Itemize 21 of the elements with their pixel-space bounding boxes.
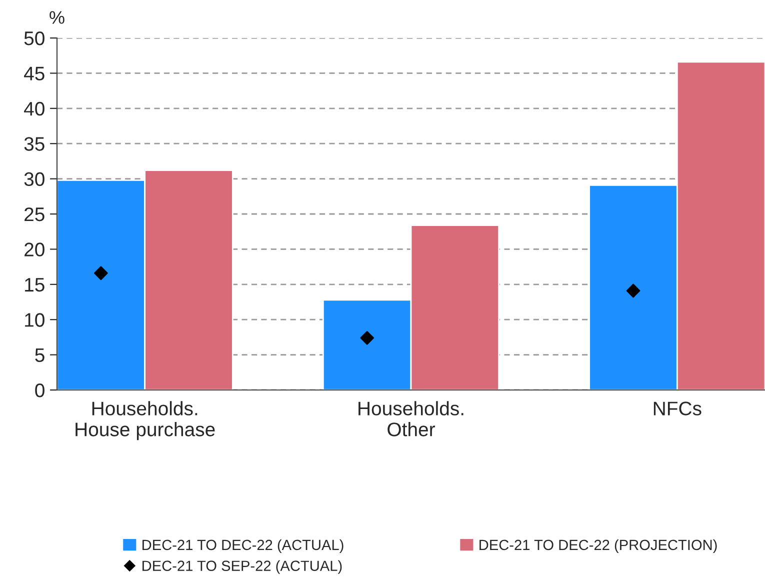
x-tick-label: Households. House purchase [76,401,215,440]
y-tick-label: 0 [35,383,44,398]
y-tick-label: 30 [24,172,44,186]
y-tick-label: 45 [24,66,44,80]
y-tick-label: 5 [35,348,44,362]
legend-label: DEC-21 TO DEC-22 (ACTUAL) [142,539,344,553]
y-tick-label: 35 [24,137,44,151]
legend-label: DEC-21 TO DEC-22 (PROJECTION) [480,539,717,553]
y-tick-label: 15 [25,278,44,292]
point [360,331,374,345]
y-axis-title: % [50,11,64,24]
y-tick-label: 40 [24,102,44,116]
x-tick-label: Households. Other [358,401,464,436]
y-tick-label: 10 [25,313,44,327]
y-tick-label: 20 [24,242,44,256]
x-tick-label: NFCs [654,402,702,416]
y-tick-label: 25 [24,207,44,222]
point [94,266,108,280]
legend-label: DEC-21 TO SEP-22 (ACTUAL) [142,560,342,574]
y-tick-label: 50 [24,31,44,46]
point [626,284,640,298]
